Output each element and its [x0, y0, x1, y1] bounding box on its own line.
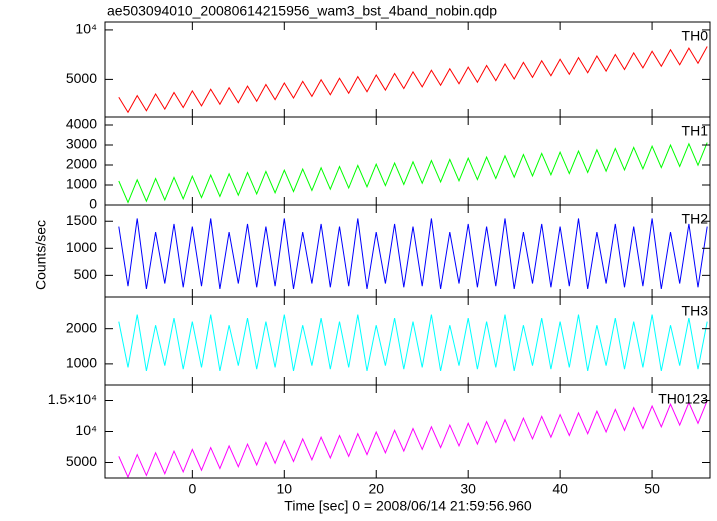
y-tick-label: 5000 [66, 70, 97, 86]
data-line [118, 400, 708, 479]
y-tick-label: 1500 [66, 212, 97, 228]
y-tick-label: 10⁴ [75, 422, 97, 438]
panel-label: TH2 [682, 211, 709, 227]
chart-title: ae503094010_20080614215956_wam3_bst_4ban… [107, 3, 497, 19]
y-tick-label: 1000 [66, 239, 97, 255]
y-tick-label: 1000 [66, 355, 97, 371]
y-tick-label: 1.5×10⁴ [48, 391, 97, 407]
x-tick-label: 0 [188, 481, 196, 497]
y-tick-label: 3000 [66, 136, 97, 152]
panel-label: TH0 [682, 28, 709, 44]
panel-label: TH0123 [658, 391, 708, 407]
x-tick-label: 50 [644, 481, 660, 497]
x-tick-label: 10 [277, 481, 293, 497]
x-tick-label: 40 [552, 481, 568, 497]
y-tick-label: 2000 [66, 156, 97, 172]
x-tick-label: 30 [460, 481, 476, 497]
x-tick-label: 20 [368, 481, 384, 497]
panel-label: TH1 [682, 123, 709, 139]
y-tick-label: 4000 [66, 116, 97, 132]
panel-frame [104, 384, 711, 479]
y-tick-label: 10⁴ [75, 21, 97, 37]
data-line [118, 218, 708, 289]
data-line [118, 142, 708, 204]
y-axis-label: Counts/sec [33, 220, 49, 290]
panel-frame [104, 116, 711, 206]
y-tick-label: 0 [89, 196, 97, 212]
panel-label: TH3 [682, 303, 709, 319]
x-axis-label: Time [sec] 0 = 2008/06/14 21:59:56.960 [284, 498, 532, 514]
y-tick-label: 500 [74, 266, 98, 282]
panel-frame [104, 21, 711, 118]
y-tick-label: 1000 [66, 176, 97, 192]
y-tick-label: 2000 [66, 319, 97, 335]
data-line [118, 46, 708, 114]
data-line [118, 314, 708, 371]
y-tick-label: 5000 [66, 453, 97, 469]
